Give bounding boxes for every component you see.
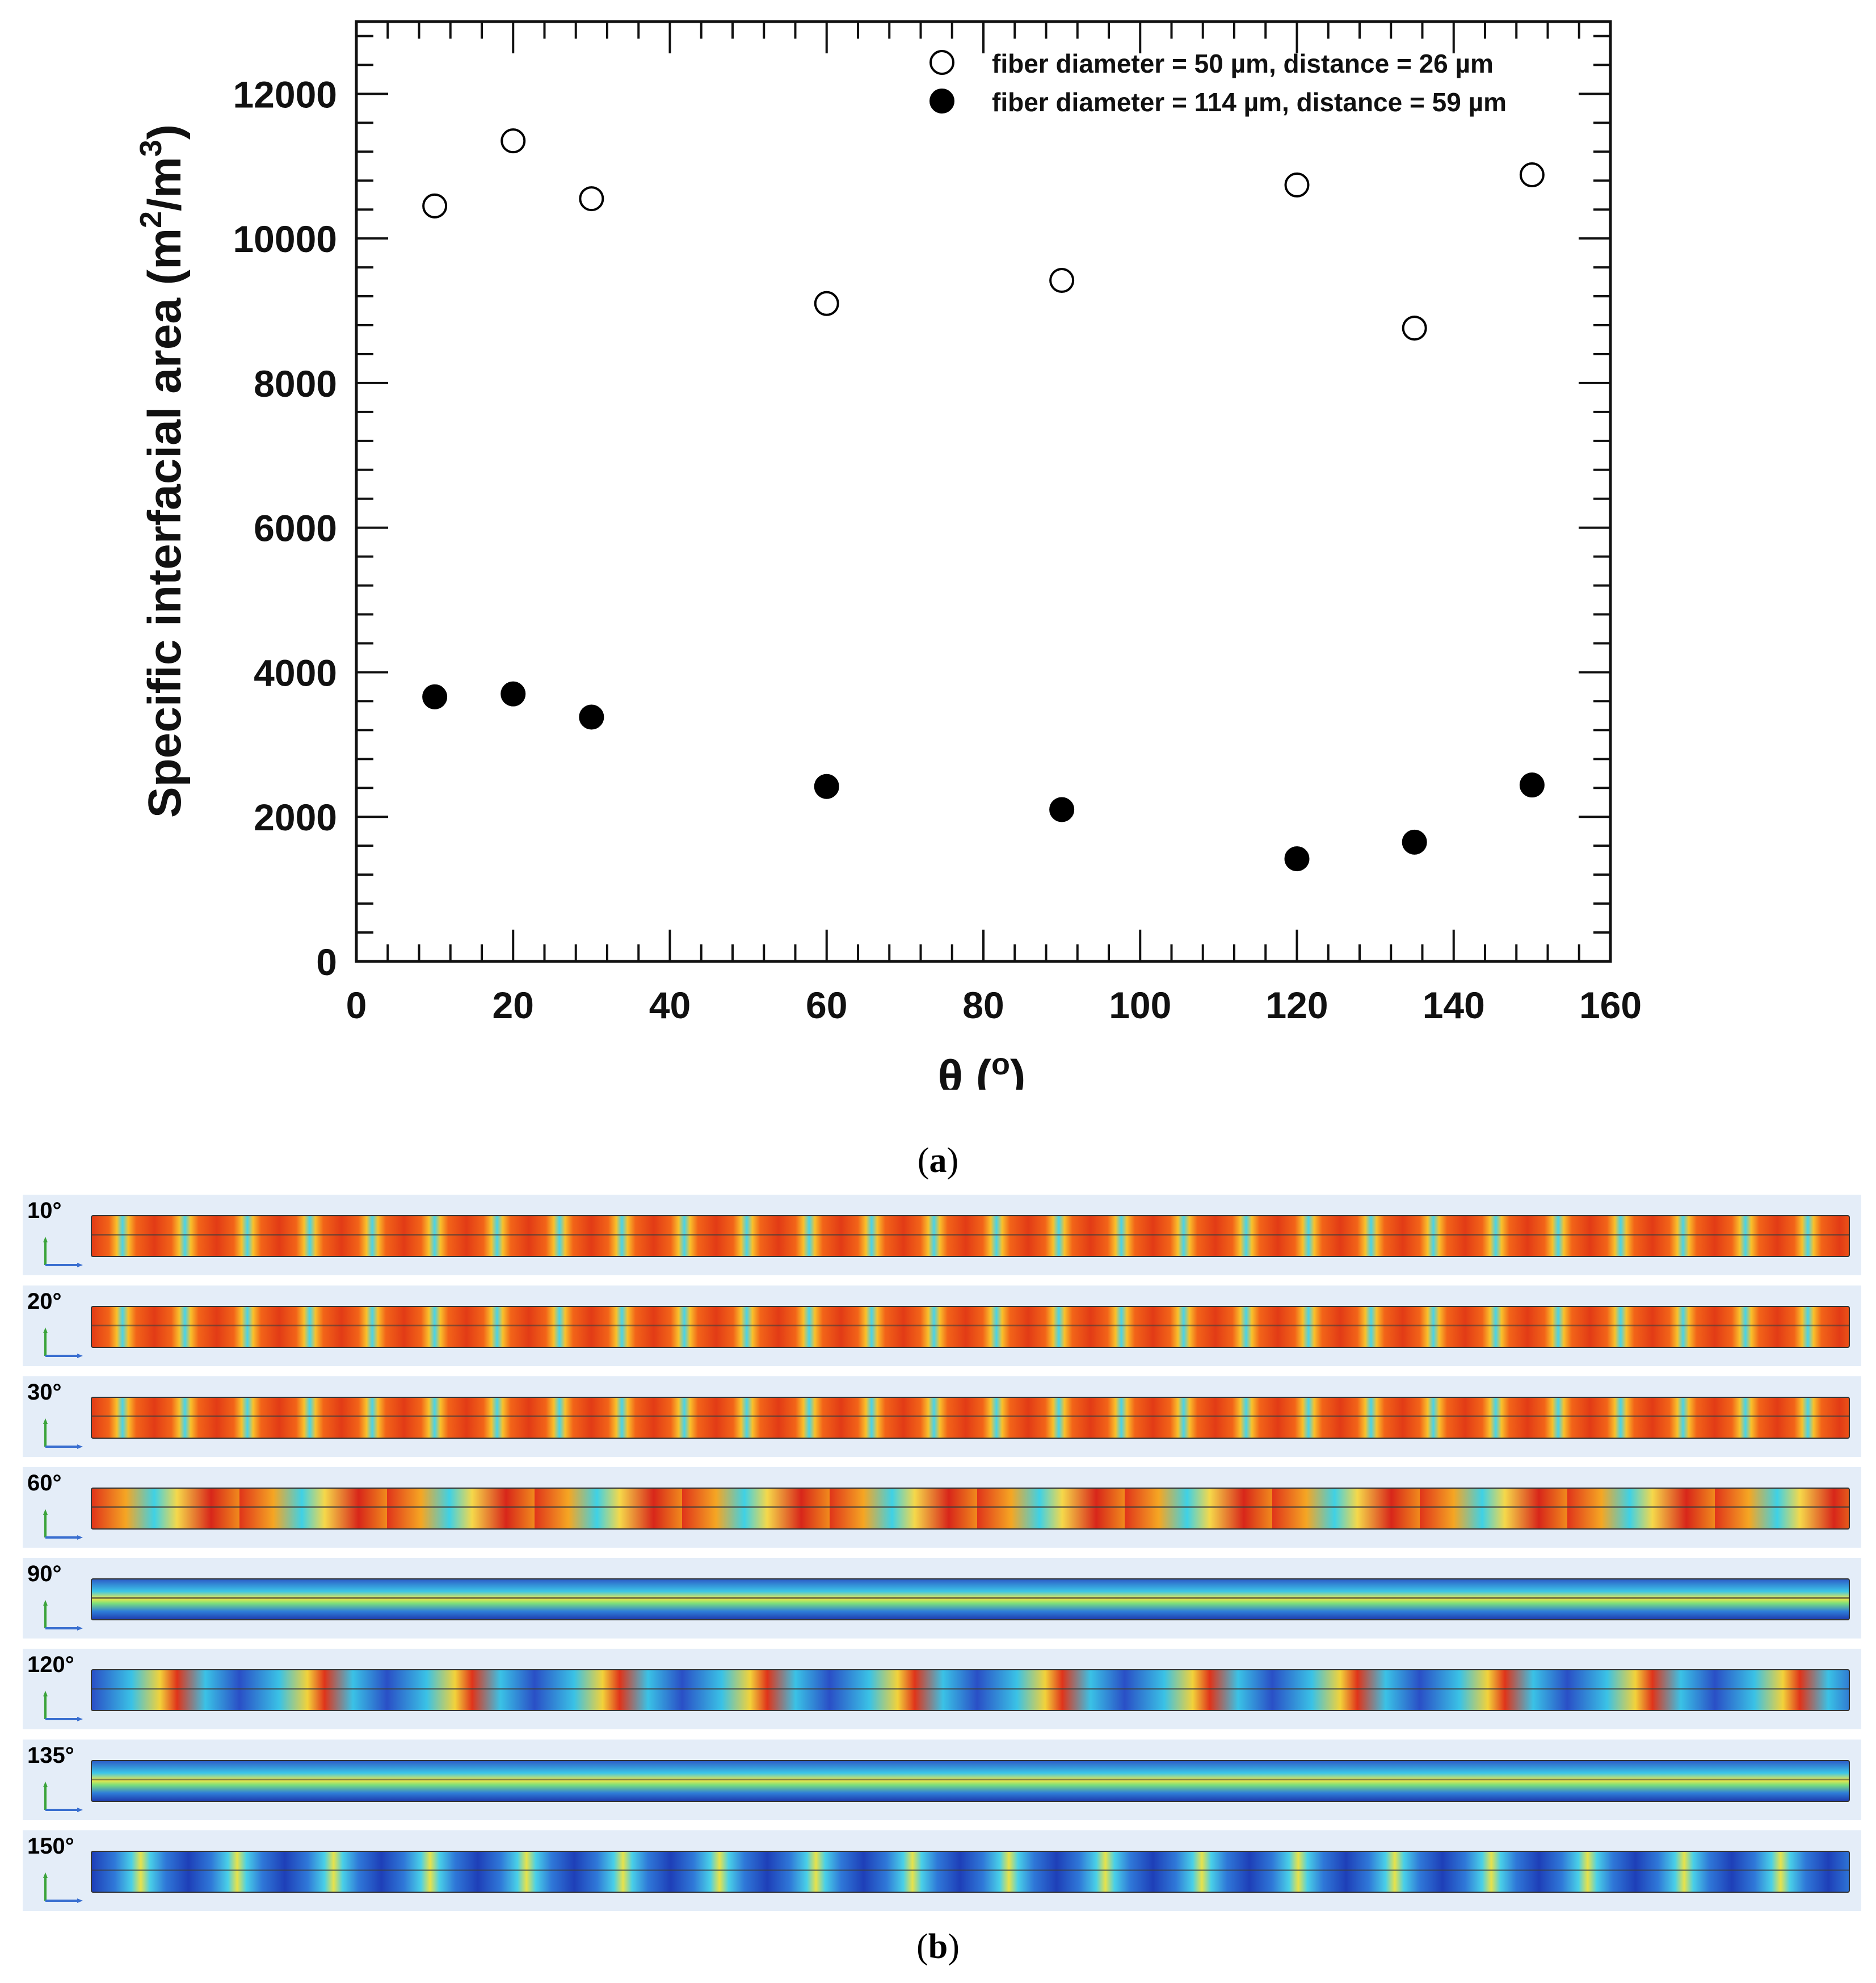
caption-b-letter: b xyxy=(928,1927,948,1966)
fiber-centerline xyxy=(92,1324,1849,1326)
angle-label: 60° xyxy=(27,1471,62,1495)
y-axis-label-sup2: 3 xyxy=(134,140,168,157)
simulation-row: 135° xyxy=(23,1740,1861,1820)
axis-triad-icon xyxy=(43,1509,83,1540)
x-tick-label: 120 xyxy=(1265,984,1328,1026)
data-point-open xyxy=(1284,172,1310,198)
fiber-centerline xyxy=(92,1869,1849,1871)
axis-triad-icon xyxy=(43,1327,83,1358)
simulation-field xyxy=(91,1760,1850,1802)
data-point-filled xyxy=(422,684,448,709)
caption-b: (b) xyxy=(916,1927,960,1966)
y-axis-label-text: Specific interfacial area (m xyxy=(139,228,191,818)
chart: 0 20 40 60 80 100 120 140 160 0 2000 4000 6000 8000 10… xyxy=(134,20,1642,1090)
data-point-open xyxy=(1049,268,1075,293)
y-axis-label-end: ) xyxy=(139,124,191,140)
simulation-row: 20° xyxy=(23,1285,1861,1366)
fiber-centerline xyxy=(92,1506,1849,1508)
data-point-filled xyxy=(1284,846,1310,872)
simulation-panel: 10° 20° 30° 60° 90° 120° 135° 150° xyxy=(23,1195,1861,1915)
y-axis-label-sup1: 2 xyxy=(134,211,168,228)
angle-label: 20° xyxy=(27,1289,62,1314)
angle-label: 10° xyxy=(27,1198,62,1223)
data-point-open xyxy=(579,186,604,212)
data-point-filled xyxy=(814,774,839,799)
y-tick-label: 2000 xyxy=(254,796,337,838)
y-tick-label: 6000 xyxy=(254,507,337,549)
x-axis-label-end: ) xyxy=(1010,1051,1025,1090)
simulation-field xyxy=(91,1669,1850,1711)
data-points xyxy=(422,128,1545,872)
simulation-field xyxy=(91,1215,1850,1257)
y-tick-label: 12000 xyxy=(233,73,337,115)
x-tick-label: 40 xyxy=(649,984,691,1026)
legend-label: fiber diameter = 114 µm, distance = 59 µ… xyxy=(992,87,1507,117)
data-point-filled xyxy=(500,681,526,707)
y-tick-label: 0 xyxy=(316,941,337,983)
x-axis-label-text: θ ( xyxy=(938,1051,992,1090)
x-axis-label: θ (o) xyxy=(938,1047,1026,1090)
data-point-filled xyxy=(579,704,604,730)
data-point-filled xyxy=(1519,772,1545,798)
tick-labels: 0 20 40 60 80 100 120 140 160 0 2000 4000 6000 8000 10… xyxy=(233,73,1642,1026)
angle-label: 120° xyxy=(27,1652,74,1677)
x-axis-label-sup: o xyxy=(991,1047,1010,1081)
simulation-row: 30° xyxy=(23,1376,1861,1457)
simulation-field xyxy=(91,1306,1850,1348)
data-point-open xyxy=(500,128,526,154)
fiber-centerline xyxy=(92,1687,1849,1690)
angle-label: 150° xyxy=(27,1834,74,1859)
fiber-centerline xyxy=(92,1778,1849,1780)
y-axis-label-mid: /m xyxy=(139,157,191,211)
caption-a: (a) xyxy=(917,1141,959,1180)
axis-triad-icon xyxy=(43,1872,83,1903)
data-point-open xyxy=(1402,316,1427,341)
data-point-open xyxy=(422,193,448,219)
axis-triad-icon xyxy=(43,1691,83,1721)
simulation-field xyxy=(91,1488,1850,1530)
legend-marker-open xyxy=(929,50,954,75)
x-tick-label: 60 xyxy=(806,984,847,1026)
data-point-open xyxy=(1519,162,1545,188)
axis-ticks xyxy=(355,22,1612,963)
angle-label: 135° xyxy=(27,1743,74,1768)
data-point-open xyxy=(814,291,839,316)
legend-label: fiber diameter = 50 µm, distance = 26 µm xyxy=(992,49,1494,78)
angle-label: 90° xyxy=(27,1561,62,1586)
simulation-row: 10° xyxy=(23,1195,1861,1275)
fiber-centerline xyxy=(92,1233,1849,1236)
axis-triad-icon xyxy=(43,1237,83,1267)
x-tick-label: 140 xyxy=(1423,984,1485,1026)
y-tick-label: 8000 xyxy=(254,363,337,405)
x-tick-label: 100 xyxy=(1109,984,1171,1026)
simulation-row: 60° xyxy=(23,1467,1861,1548)
legend: fiber diameter = 50 µm, distance = 26 µm… xyxy=(929,49,1507,117)
simulation-row: 90° xyxy=(23,1558,1861,1639)
data-point-filled xyxy=(1402,829,1427,855)
caption-a-letter: a xyxy=(929,1141,947,1180)
y-tick-label: 10000 xyxy=(233,218,337,260)
simulation-field xyxy=(91,1578,1850,1620)
simulation-field xyxy=(91,1851,1850,1893)
simulation-row: 120° xyxy=(23,1649,1861,1729)
axis-triad-icon xyxy=(43,1782,83,1812)
x-tick-label: 80 xyxy=(962,984,1004,1026)
axes-frame xyxy=(355,20,1612,963)
angle-label: 30° xyxy=(27,1380,62,1405)
data-point-filled xyxy=(1049,797,1075,822)
x-tick-label: 20 xyxy=(493,984,534,1026)
fiber-centerline xyxy=(92,1597,1849,1599)
x-tick-label: 0 xyxy=(346,984,367,1026)
axis-triad-icon xyxy=(43,1600,83,1631)
simulation-row: 150° xyxy=(23,1830,1861,1911)
x-tick-label: 160 xyxy=(1579,984,1642,1026)
simulation-field xyxy=(91,1397,1850,1439)
axis-triad-icon xyxy=(43,1418,83,1449)
y-tick-label: 4000 xyxy=(254,652,337,694)
legend-marker-filled xyxy=(929,89,954,114)
fiber-centerline xyxy=(92,1415,1849,1417)
plot-frame xyxy=(355,20,1612,963)
y-axis-label: Specific interfacial area (m2/m3) xyxy=(134,124,191,818)
